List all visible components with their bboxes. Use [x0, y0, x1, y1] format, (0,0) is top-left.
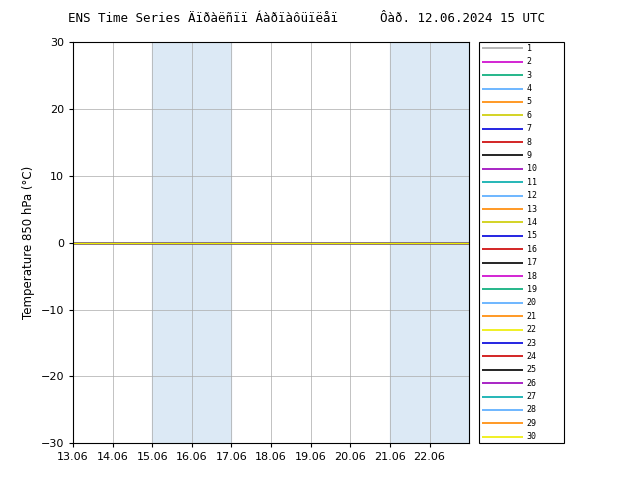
Text: 17: 17 — [527, 258, 536, 267]
Text: 6: 6 — [527, 111, 531, 120]
Text: 7: 7 — [527, 124, 531, 133]
Text: 30: 30 — [527, 432, 536, 441]
Text: 10: 10 — [527, 164, 536, 173]
Y-axis label: Temperature 850 hPa (°C): Temperature 850 hPa (°C) — [22, 166, 35, 319]
Text: 24: 24 — [527, 352, 536, 361]
Text: 22: 22 — [527, 325, 536, 334]
Text: 25: 25 — [527, 365, 536, 374]
Text: 14: 14 — [527, 218, 536, 227]
Text: 1: 1 — [527, 44, 531, 53]
Text: 27: 27 — [527, 392, 536, 401]
Text: 19: 19 — [527, 285, 536, 294]
Text: 13: 13 — [527, 204, 536, 214]
Text: 28: 28 — [527, 405, 536, 415]
Text: 8: 8 — [527, 138, 531, 147]
Text: 4: 4 — [527, 84, 531, 93]
Text: 9: 9 — [527, 151, 531, 160]
Text: 5: 5 — [527, 98, 531, 106]
Text: 12: 12 — [527, 191, 536, 200]
Text: 29: 29 — [527, 419, 536, 428]
Text: 11: 11 — [527, 178, 536, 187]
Text: 26: 26 — [527, 379, 536, 388]
Text: 23: 23 — [527, 339, 536, 347]
Text: Ôàð. 12.06.2024 15 UTC: Ôàð. 12.06.2024 15 UTC — [380, 12, 545, 25]
Text: ENS Time Series Äïðàëñïï Áàðïàôüïëåï: ENS Time Series Äïðàëñïï Áàðïàôüïëåï — [68, 12, 338, 25]
Text: 15: 15 — [527, 231, 536, 241]
Text: 16: 16 — [527, 245, 536, 254]
Text: 18: 18 — [527, 271, 536, 281]
Text: 21: 21 — [527, 312, 536, 321]
Text: 20: 20 — [527, 298, 536, 307]
Text: 2: 2 — [527, 57, 531, 66]
Text: 3: 3 — [527, 71, 531, 80]
Bar — [152, 42, 231, 443]
Bar — [390, 42, 469, 443]
